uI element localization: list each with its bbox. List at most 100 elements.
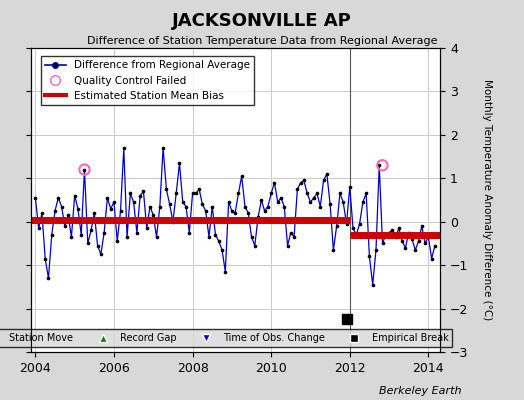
Point bbox=[35, 225, 43, 232]
Point bbox=[208, 203, 216, 210]
Point bbox=[424, 234, 433, 240]
Point bbox=[391, 234, 400, 240]
Point bbox=[310, 195, 318, 201]
Point bbox=[41, 256, 49, 262]
Point bbox=[431, 242, 439, 249]
Point bbox=[319, 177, 328, 184]
Point bbox=[300, 177, 308, 184]
Point bbox=[74, 206, 82, 212]
Point bbox=[179, 199, 187, 205]
Point bbox=[237, 173, 246, 179]
Point bbox=[414, 238, 423, 244]
Point bbox=[83, 240, 92, 247]
Point bbox=[358, 199, 367, 205]
Legend: Station Move, Record Gap, Time of Obs. Change, Empirical Break: Station Move, Record Gap, Time of Obs. C… bbox=[0, 329, 453, 347]
Point bbox=[51, 208, 59, 214]
Point bbox=[375, 162, 384, 168]
Point bbox=[254, 214, 263, 220]
Y-axis label: Monthly Temperature Anomaly Difference (°C): Monthly Temperature Anomaly Difference (… bbox=[482, 79, 492, 321]
Point bbox=[113, 238, 122, 244]
Point bbox=[343, 316, 351, 323]
Point bbox=[195, 186, 203, 192]
Point bbox=[67, 234, 75, 240]
Point bbox=[182, 203, 190, 210]
Point bbox=[257, 197, 266, 203]
Point bbox=[260, 208, 269, 214]
Point bbox=[123, 234, 131, 240]
Point bbox=[401, 244, 410, 251]
Point bbox=[293, 186, 302, 192]
Point bbox=[247, 234, 256, 240]
Point bbox=[198, 201, 206, 208]
Text: JACKSONVILLE AP: JACKSONVILLE AP bbox=[172, 12, 352, 30]
Point bbox=[395, 225, 403, 232]
Point bbox=[290, 234, 298, 240]
Point bbox=[231, 210, 239, 216]
Point bbox=[189, 190, 197, 197]
Point bbox=[297, 180, 305, 186]
Point bbox=[77, 232, 85, 238]
Point bbox=[169, 218, 177, 225]
Point bbox=[80, 166, 89, 173]
Point bbox=[192, 190, 200, 197]
Point bbox=[90, 210, 99, 216]
Point bbox=[283, 242, 292, 249]
Point bbox=[408, 236, 416, 242]
Point bbox=[61, 223, 69, 229]
Point bbox=[241, 203, 249, 210]
Point bbox=[201, 208, 210, 214]
Point bbox=[126, 190, 135, 197]
Point bbox=[250, 242, 259, 249]
Point bbox=[267, 190, 276, 197]
Point bbox=[129, 199, 138, 205]
Point bbox=[143, 225, 151, 232]
Point bbox=[381, 232, 390, 238]
Point bbox=[428, 256, 436, 262]
Point bbox=[221, 268, 230, 275]
Point bbox=[244, 210, 253, 216]
Point bbox=[38, 210, 46, 216]
Point bbox=[365, 253, 374, 260]
Point bbox=[346, 184, 354, 190]
Point bbox=[211, 232, 220, 238]
Point bbox=[159, 145, 167, 151]
Point bbox=[228, 208, 236, 214]
Point bbox=[274, 199, 282, 205]
Point bbox=[205, 234, 213, 240]
Point bbox=[316, 203, 324, 210]
Point bbox=[93, 242, 102, 249]
Point bbox=[44, 275, 52, 281]
Point bbox=[54, 195, 62, 201]
Point bbox=[349, 225, 357, 232]
Point bbox=[398, 238, 406, 244]
Point bbox=[372, 247, 380, 253]
Point bbox=[97, 251, 105, 258]
Point bbox=[303, 190, 311, 197]
Point bbox=[277, 195, 285, 201]
Point bbox=[58, 203, 66, 210]
Point bbox=[280, 203, 288, 210]
Point bbox=[234, 190, 243, 197]
Point bbox=[270, 180, 279, 186]
Point bbox=[323, 171, 331, 177]
Point bbox=[110, 199, 118, 205]
Point bbox=[100, 229, 108, 236]
Point bbox=[418, 223, 426, 229]
Text: Berkeley Earth: Berkeley Earth bbox=[379, 386, 461, 396]
Point bbox=[378, 162, 387, 168]
Point bbox=[333, 223, 341, 229]
Point bbox=[352, 232, 361, 238]
Point bbox=[116, 208, 125, 214]
Point bbox=[166, 201, 174, 208]
Point bbox=[31, 195, 40, 201]
Point bbox=[48, 232, 56, 238]
Point bbox=[156, 203, 164, 210]
Point bbox=[133, 229, 141, 236]
Point bbox=[185, 229, 193, 236]
Point bbox=[388, 227, 397, 234]
Point bbox=[106, 206, 115, 212]
Point bbox=[152, 234, 161, 240]
Point bbox=[146, 203, 154, 210]
Point bbox=[149, 212, 158, 218]
Point bbox=[385, 229, 394, 236]
